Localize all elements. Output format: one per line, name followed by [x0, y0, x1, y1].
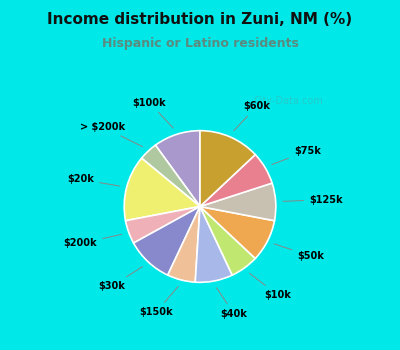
Text: $20k: $20k: [67, 174, 120, 186]
Wedge shape: [134, 206, 200, 275]
Wedge shape: [200, 131, 255, 206]
Wedge shape: [200, 206, 255, 275]
Text: $150k: $150k: [139, 286, 178, 317]
Wedge shape: [168, 206, 200, 282]
Wedge shape: [195, 206, 232, 282]
Wedge shape: [200, 183, 276, 221]
Text: $40k: $40k: [217, 288, 247, 319]
Text: $75k: $75k: [272, 146, 321, 164]
Text: $125k: $125k: [283, 195, 343, 205]
Wedge shape: [142, 145, 200, 206]
Wedge shape: [200, 206, 274, 258]
Wedge shape: [200, 155, 272, 206]
Text: Hispanic or Latino residents: Hispanic or Latino residents: [102, 37, 298, 50]
Wedge shape: [156, 131, 200, 206]
Text: City-Data.com: City-Data.com: [253, 96, 323, 105]
Text: $60k: $60k: [234, 101, 270, 131]
Text: $50k: $50k: [274, 244, 324, 261]
Text: $10k: $10k: [250, 273, 291, 300]
Text: $100k: $100k: [133, 98, 173, 128]
Wedge shape: [124, 158, 200, 221]
Text: $30k: $30k: [98, 267, 143, 291]
Wedge shape: [126, 206, 200, 243]
Text: Income distribution in Zuni, NM (%): Income distribution in Zuni, NM (%): [48, 12, 352, 27]
Text: > $200k: > $200k: [80, 122, 142, 147]
Text: $200k: $200k: [64, 234, 122, 248]
